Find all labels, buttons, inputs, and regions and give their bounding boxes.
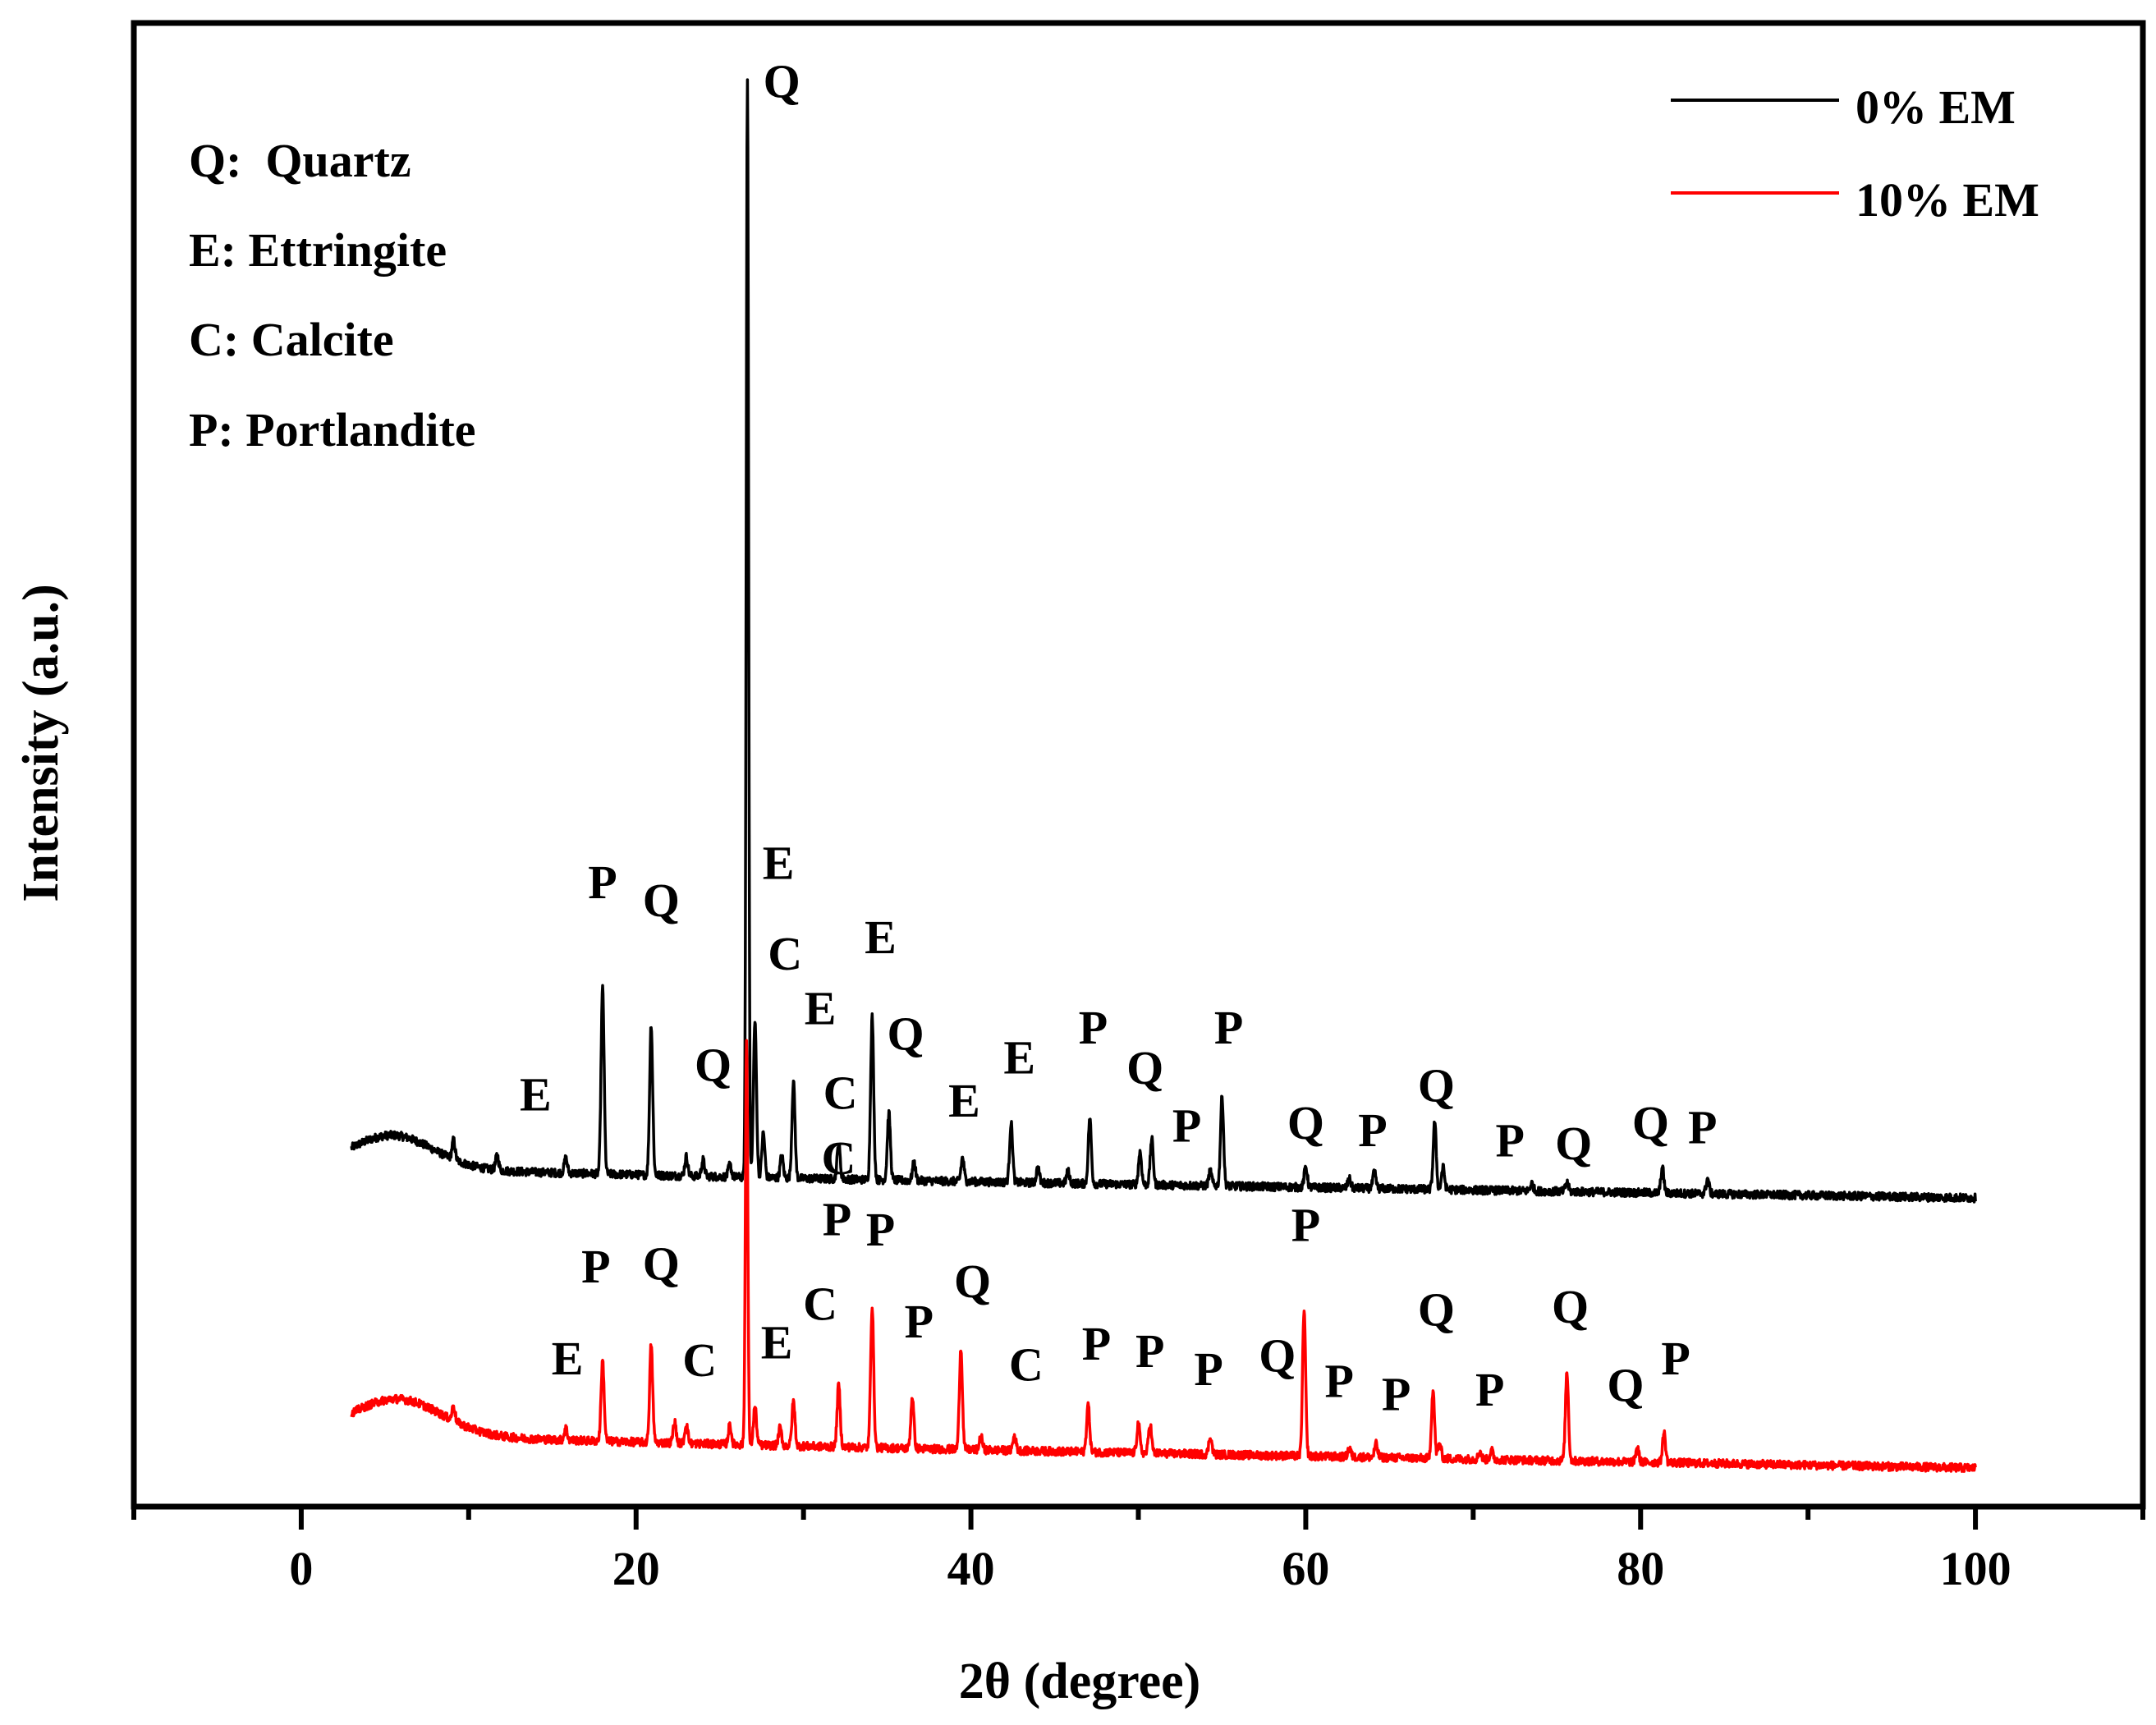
peak-label-p: P [1688, 1100, 1717, 1154]
x-tick-label: 100 [1940, 1542, 2012, 1595]
peak-label-q: Q [764, 54, 800, 108]
peak-label-e: E [1003, 1030, 1035, 1084]
peak-label-q: Q [1555, 1117, 1592, 1170]
peak-label-p: P [1358, 1103, 1387, 1157]
series-line-10pct-em [350, 1039, 1977, 1473]
series-line-0pct-em [350, 78, 1977, 1204]
peak-label-q: Q [643, 1237, 680, 1291]
peak-label-e: E [948, 1074, 980, 1127]
peak-label-q: Q [1418, 1283, 1455, 1337]
peak-label-e: E [865, 911, 897, 964]
peak-label-q: Q [695, 1038, 732, 1091]
x-tick-label: 60 [1282, 1542, 1329, 1595]
peak-label-p: P [1135, 1324, 1164, 1378]
x-tick-label: 0 [289, 1542, 313, 1595]
peak-label-p: P [1172, 1099, 1201, 1152]
peak-label-e: E [552, 1332, 584, 1385]
peak-label-p: P [588, 856, 617, 909]
peak-label-p: P [1475, 1363, 1504, 1416]
peak-label-p: P [1082, 1317, 1111, 1370]
peak-label-p: P [1194, 1342, 1222, 1396]
y-axis-title: Intensity (a.u.) [13, 584, 69, 902]
legend-label-0pct: 0% EM [1856, 80, 2016, 134]
peak-label-p: P [1079, 1001, 1108, 1054]
peak-label-q: Q [1607, 1359, 1644, 1412]
peak-label-e: E [805, 982, 837, 1035]
phase-key-quartz: Q: Quartz [189, 134, 411, 187]
peak-label-e: E [520, 1068, 552, 1122]
peak-label-q: Q [1632, 1096, 1669, 1149]
phase-key-calcite: C: Calcite [189, 313, 394, 366]
peak-label-c: C [768, 927, 802, 980]
peak-label-p: P [866, 1203, 895, 1256]
x-axis: 0 20 40 60 80 100 [131, 1507, 2145, 1595]
phase-key: Q: Quartz E: Ettringite C: Calcite P: Po… [189, 134, 476, 456]
peak-label-q: Q [887, 1007, 924, 1060]
peak-label-c: C [1009, 1337, 1044, 1391]
x-tick-label: 80 [1617, 1542, 1664, 1595]
x-tick-label: 20 [612, 1542, 660, 1595]
peak-label-q: Q [1126, 1041, 1163, 1094]
peak-label-p: P [1324, 1354, 1353, 1407]
peak-label-c: C [823, 1067, 858, 1120]
phase-key-ettringite: E: Ettringite [189, 223, 447, 277]
peak-label-c: C [803, 1277, 837, 1330]
peak-label-p: P [1495, 1114, 1524, 1168]
peak-label-p: P [905, 1295, 934, 1348]
peak-label-c: C [822, 1131, 856, 1185]
peak-label-q: Q [1259, 1329, 1296, 1383]
peak-label-q: Q [954, 1255, 991, 1308]
peak-label-p: P [1382, 1368, 1411, 1421]
series-layer [350, 78, 1977, 1473]
peak-label-e: E [761, 1315, 793, 1369]
x-tick-label: 40 [947, 1542, 995, 1595]
legend: 0% EM 10% EM [1671, 80, 2039, 227]
peak-label-q: Q [1287, 1096, 1324, 1149]
x-axis-title: 2θ (degree) [959, 1654, 1201, 1709]
peak-label-p: P [1291, 1199, 1320, 1252]
peak-label-p: P [1661, 1332, 1690, 1385]
peak-label-q: Q [1552, 1280, 1589, 1333]
peak-label-p: P [823, 1192, 851, 1246]
phase-key-portlandite: P: Portlandite [189, 403, 476, 456]
peak-label-q: Q [1418, 1059, 1455, 1113]
peak-label-c: C [682, 1333, 717, 1387]
legend-label-10pct: 10% EM [1856, 173, 2039, 227]
peak-label-e: E [763, 837, 795, 890]
peak-label-p: P [1214, 1001, 1243, 1054]
peak-label-q: Q [643, 874, 680, 927]
peak-label-p: P [581, 1240, 610, 1293]
